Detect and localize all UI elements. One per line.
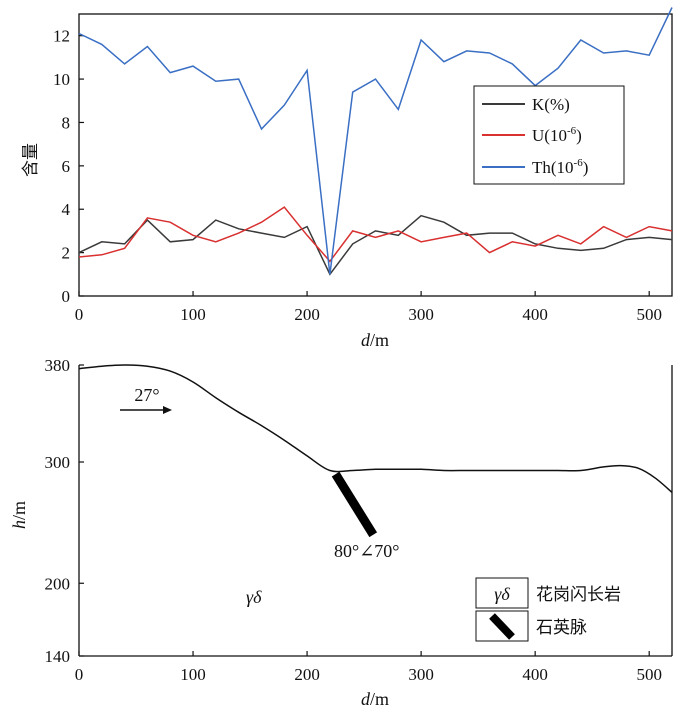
bottom-x-axis-label: d/m (361, 689, 389, 709)
top-y-tick-label: 10 (53, 70, 70, 89)
series-line-k (78, 214, 673, 276)
legend-granodiorite-symbol: γδ (494, 584, 510, 604)
top-line-chart: 0 100 200 300 400 500 0 2 4 6 8 10 12 d/m 含量 K(%) U… (21, 7, 673, 350)
bottom-x-tick-label: 200 (294, 665, 320, 684)
top-y-tick-label: 4 (62, 200, 71, 219)
vein-attitude-label: 80°∠70° (334, 541, 399, 561)
legend-quartz-vein-label: 石英脉 (536, 618, 587, 638)
bottom-y-tick-label: 140 (45, 647, 71, 666)
legend-quartz-vein-swatch (489, 613, 515, 640)
top-x-tick-label: 400 (522, 305, 548, 324)
top-y-tick-label: 0 (62, 287, 71, 306)
top-x-tick-label: 200 (294, 305, 320, 324)
bottom-y-axis-label: h/m (9, 501, 29, 529)
legend-label-k: K(%) (532, 95, 570, 114)
top-series-lines (78, 7, 673, 276)
legend-label-u: U(10-6) (532, 125, 582, 145)
dip-arrow-head (163, 406, 172, 414)
top-x-tick-label: 500 (636, 305, 662, 324)
legend-granodiorite-box (475, 577, 529, 609)
series-line-th (78, 7, 673, 275)
top-x-tick-label: 0 (75, 305, 84, 324)
top-y-axis-label: 含量 (21, 143, 41, 177)
bottom-x-tick-label: 400 (522, 665, 548, 684)
bottom-x-tick-label: 300 (408, 665, 434, 684)
dip-angle-label: 27° (134, 385, 159, 405)
dip-arrow: 27° (120, 385, 172, 414)
bottom-y-ticks: 140 200 300 380 (45, 356, 84, 666)
terrain-profile-line (78, 364, 673, 493)
top-y-tick-label: 2 (62, 244, 71, 263)
rock-type-symbol: γδ (246, 587, 262, 607)
legend-granodiorite-label: 花岗闪长岩 (536, 585, 621, 605)
top-x-tick-label: 300 (408, 305, 434, 324)
top-x-tick-label: 100 (180, 305, 206, 324)
bottom-x-tick-label: 100 (180, 665, 206, 684)
bottom-y-tick-label: 380 (45, 356, 71, 375)
bottom-legend: γδ 花岗闪长岩 石英脉 (475, 577, 621, 642)
bottom-y-tick-label: 300 (45, 453, 71, 472)
top-y-tick-label: 6 (62, 157, 71, 176)
quartz-vein-mark (331, 471, 378, 538)
top-y-ticks: 0 2 4 6 8 10 12 (53, 27, 84, 306)
series-line-u (78, 206, 673, 263)
bottom-y-tick-label: 200 (45, 574, 71, 593)
legend-label-th: Th(10-6) (532, 157, 588, 177)
top-y-tick-label: 8 (62, 113, 71, 132)
top-legend: K(%) U(10-6) Th(10-6) (473, 85, 625, 185)
bottom-x-ticks: 0 100 200 300 400 500 (75, 651, 662, 684)
top-plot-frame (78, 13, 673, 297)
top-x-axis-label: d/m (361, 330, 389, 350)
bottom-x-tick-label: 500 (636, 665, 662, 684)
bottom-profile-chart: 0 100 200 300 400 500 140 200 300 380 27° 80°∠70… (9, 356, 673, 709)
top-x-ticks: 0 100 200 300 400 500 (75, 291, 662, 324)
bottom-x-tick-label: 0 (75, 665, 84, 684)
top-y-tick-label: 12 (53, 27, 70, 46)
